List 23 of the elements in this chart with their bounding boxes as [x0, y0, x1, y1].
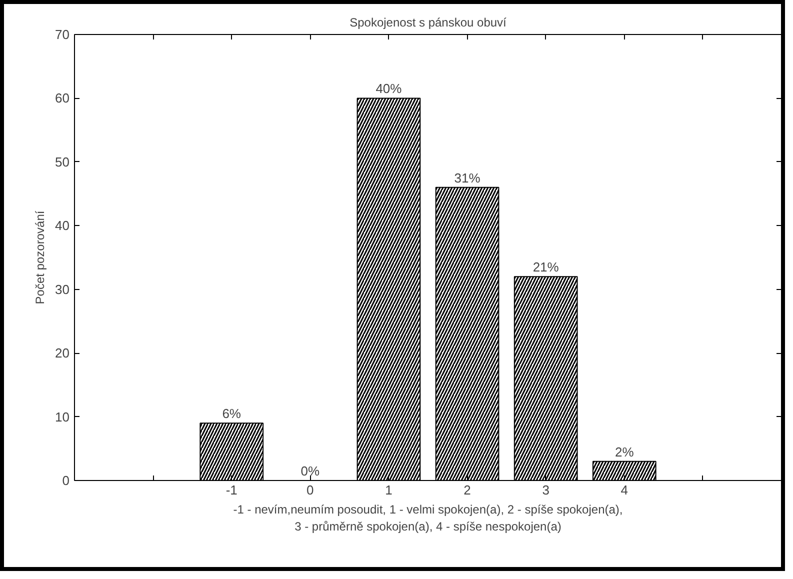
- chart-title: Spokojenost s pánskou obuví: [350, 16, 508, 30]
- x-axis-title: -1 - nevím,neumím posoudit, 1 - velmi spokojen(a), 2 - spíše spokojen(a), 3 - průměrně spokojen(a), 4 - spíše nespokojen(a): [233, 502, 623, 534]
- y-tick-label: 40: [55, 218, 70, 234]
- y-tick-label: 10: [55, 409, 70, 424]
- annotation: 2%: [614, 444, 634, 460]
- y-tick-label: 0: [62, 473, 70, 488]
- y-tick-label: 70: [55, 27, 70, 42]
- x-tick-label: 4: [620, 482, 628, 498]
- y-axis-title: Počet pozorování: [33, 210, 48, 304]
- annotation: 40%: [376, 81, 402, 96]
- x-tick-label: 2: [464, 482, 471, 498]
- y-tick-label: 50: [55, 154, 70, 170]
- annotation: 31%: [454, 170, 481, 186]
- y-tick-label: 20: [55, 346, 70, 361]
- y-tick-label: 30: [55, 282, 70, 297]
- x-tick-label: 1: [385, 482, 392, 498]
- x-tick-label: 0: [306, 482, 314, 498]
- x-tick-label: 3: [542, 482, 550, 498]
- y-tick-label: 60: [55, 90, 70, 106]
- annotation: 0%: [300, 464, 320, 478]
- annotation: 21%: [532, 260, 560, 275]
- annotation: 6%: [222, 406, 242, 422]
- x-tick-label: -1: [226, 482, 238, 498]
